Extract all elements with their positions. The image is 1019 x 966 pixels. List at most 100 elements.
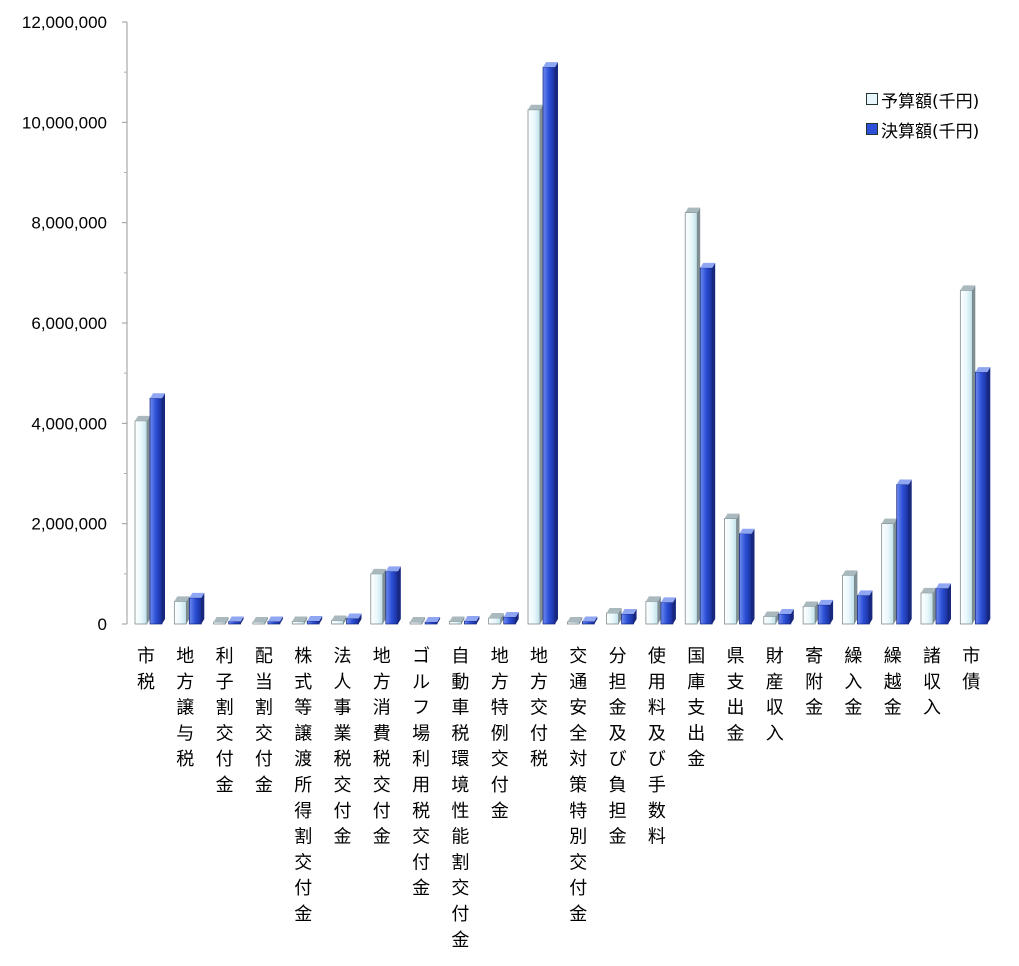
bar-side-face — [579, 616, 583, 624]
bar-side-face — [736, 513, 740, 624]
bar-side-face — [304, 616, 308, 624]
bar-top-face — [425, 616, 441, 622]
x-axis-category-labels: 市税 地方譲与税 利子割交付金 配当割交付金 株式等譲渡所得割交付金 法人事業税交付金 地方… — [137, 646, 980, 951]
bar-side-face — [515, 611, 519, 624]
x-category-label: 株式等譲渡所得割交付金 — [294, 646, 312, 925]
bar-side-face — [162, 393, 165, 624]
bar-settlement — [699, 267, 713, 625]
bar-side-face — [594, 616, 598, 624]
bar-settlement — [581, 621, 595, 625]
bar-budget — [213, 621, 226, 625]
bar-top-face — [763, 611, 779, 617]
bar-side-face — [382, 568, 386, 624]
y-tick-label: 4,000,000 — [31, 414, 107, 433]
bar-side-face — [948, 583, 951, 624]
bar-top-face — [724, 513, 740, 519]
bar-side-face — [790, 608, 794, 624]
bar-top-face — [488, 612, 504, 618]
bars — [134, 62, 991, 625]
bar-top-face — [778, 608, 794, 614]
bar-budget — [409, 621, 423, 625]
bar-top-face — [503, 611, 519, 617]
y-tick-label: 6,000,000 — [31, 314, 107, 333]
bar-settlement — [974, 371, 988, 625]
legend-label-settlement: 決算額(千円) — [881, 121, 980, 142]
bar-settlement — [267, 621, 281, 625]
x-category-label: 地方特例交付金 — [491, 646, 509, 822]
bar-budget — [252, 621, 266, 625]
bar-budget — [645, 601, 659, 625]
bar-top-face — [464, 615, 480, 621]
bar-side-face — [815, 601, 819, 624]
x-category-label: 財産収入 — [766, 646, 784, 744]
bar-top-face — [292, 616, 308, 622]
bar-budget — [959, 290, 973, 625]
bar-settlement — [542, 66, 556, 625]
x-category-label: 繰越金 — [884, 646, 902, 719]
bar-settlement — [306, 620, 320, 625]
x-category-label: 地方譲与税 — [176, 646, 194, 770]
bar-top-face — [228, 616, 244, 622]
bar-side-face — [751, 528, 755, 624]
y-tick-label: 10,000,000 — [22, 113, 107, 132]
bar-budget — [370, 573, 384, 625]
x-category-label: ゴルフ場利用税交付金 — [412, 646, 430, 899]
bar-budget — [763, 616, 777, 625]
bar-top-face — [135, 415, 150, 421]
bar-side-face — [358, 613, 362, 624]
y-tick-label: 12,000,000 — [22, 13, 107, 32]
bar-side-face — [397, 566, 401, 624]
bar-top-face — [370, 568, 386, 574]
bar-settlement — [503, 616, 517, 625]
bar-side-face — [540, 104, 543, 624]
bar-top-face — [346, 613, 362, 619]
bar-side-face — [186, 596, 190, 624]
bar-top-face — [567, 616, 583, 622]
bar-settlement — [660, 602, 674, 625]
x-category-label: 利子割交付金 — [216, 646, 234, 796]
bar-settlement — [228, 621, 241, 625]
bar-top-face — [660, 597, 676, 603]
bar-settlement — [424, 621, 438, 625]
bar-budget — [684, 212, 698, 625]
bar-settlement — [464, 620, 477, 625]
bar-side-face — [869, 590, 873, 624]
bar-top-face — [645, 596, 661, 602]
x-category-label: 交通安全対策特別交付金 — [569, 646, 587, 925]
bar-side-face — [240, 616, 244, 624]
bar-side-face — [201, 592, 205, 624]
bar-budget — [449, 621, 462, 625]
bar-side-face — [618, 607, 622, 624]
bar-side-face — [908, 479, 912, 624]
legend-swatch-settlement — [866, 123, 878, 135]
bar-budget — [802, 606, 816, 625]
y-axis-ticks: 0 2,000,000 4,000,000 6,000,000 8,000,000 10,… — [22, 13, 127, 634]
bar-settlement — [857, 595, 870, 625]
bar-top-face — [842, 570, 858, 576]
bar-top-face — [582, 616, 598, 622]
bar-side-face — [633, 608, 637, 624]
bar-budget — [606, 612, 619, 625]
bar-side-face — [500, 612, 504, 624]
bar-top-face — [385, 566, 401, 572]
bar-budget — [488, 617, 502, 625]
bar-settlement — [149, 397, 163, 625]
bar-budget — [331, 620, 344, 625]
bar-side-face — [343, 615, 347, 624]
y-tick-label: 8,000,000 — [31, 214, 107, 233]
x-category-label: 地方消費税交付金 — [373, 646, 391, 848]
bar-top-face — [307, 615, 323, 621]
bar-top-face — [267, 616, 283, 622]
bar-top-face — [449, 616, 465, 622]
bar-side-face — [279, 616, 283, 624]
bar-top-face — [921, 587, 936, 593]
bar-settlement — [778, 613, 792, 625]
bar-side-face — [893, 518, 897, 624]
x-category-label: 使用料及び手数料 — [648, 646, 666, 848]
bar-top-face — [331, 615, 347, 621]
x-category-label: 諸収入 — [923, 646, 941, 719]
bar-side-face — [775, 611, 779, 624]
bar-settlement — [896, 484, 910, 625]
bar-side-face — [319, 615, 323, 624]
bar-top-face — [936, 583, 951, 589]
